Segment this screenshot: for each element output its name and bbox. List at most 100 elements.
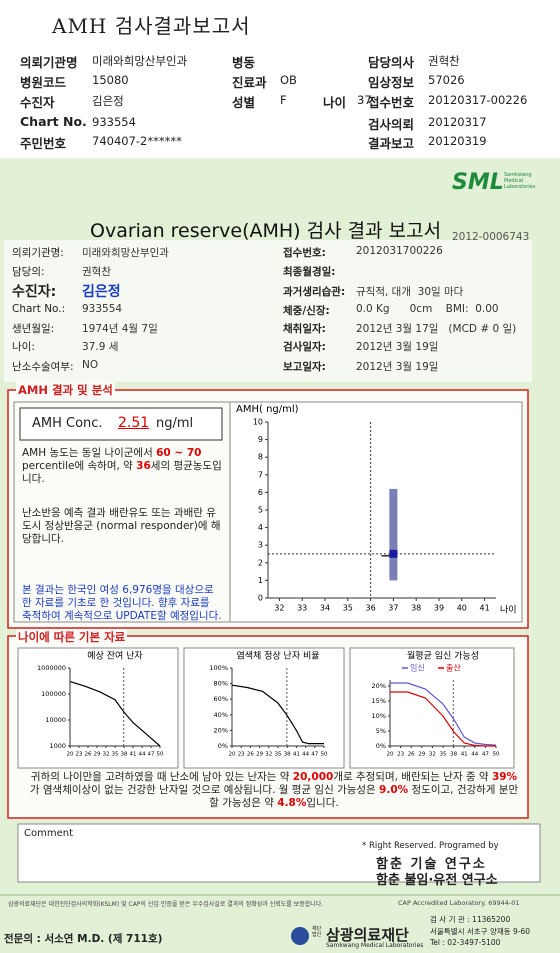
text-part: 9.0%	[379, 784, 409, 796]
text-part: AMH 농도는 동일 나이군에서	[22, 447, 157, 459]
x-tick-label: 23	[397, 752, 404, 758]
y-tick-label: 10000	[45, 716, 66, 724]
y-tick-label: 0	[258, 594, 263, 603]
comment-box	[17, 823, 541, 883]
patient-value: 2012년 3월 17일 (MCD # 0 일)	[356, 323, 517, 335]
x-tick-label: 38	[121, 752, 128, 758]
field-label: 접수번호	[368, 95, 415, 110]
foundation-prefix: 재단법인	[312, 926, 322, 938]
age-chart-box	[349, 647, 515, 769]
header-title: AMH 검사결과보고서	[52, 14, 251, 38]
foundation-en: Samkwang Medical Laboratories	[326, 942, 424, 949]
address: 서울특별시 서초구 양재동 9-60	[430, 927, 531, 936]
field-value: 740407-2******	[92, 134, 182, 148]
field-label: 진료과	[232, 75, 267, 90]
x-tick-label: 20	[387, 752, 394, 758]
field-label: 담당의사	[368, 55, 415, 70]
field-value: 20120317-00226	[428, 93, 528, 107]
x-tick-label: 35	[440, 752, 447, 758]
text-part: 개로 추정되며, 배란되는 난자 중 약	[333, 771, 492, 783]
x-tick-label: 38	[411, 604, 421, 613]
y-axis-label: AMH( ng/ml)	[236, 404, 299, 415]
lab-name: 함춘 기술 연구소	[376, 857, 487, 872]
text-part: 20,000	[292, 771, 334, 783]
y-tick-label: 9	[258, 435, 263, 444]
age-chart-box	[183, 647, 345, 769]
comment-label: Comment	[24, 828, 73, 839]
x-tick-label: 32	[429, 752, 436, 758]
patient-label: Chart No.:	[12, 303, 66, 315]
lab-name: 함춘 불임·유전 연구소	[376, 873, 498, 888]
y-tick-label: 10%	[372, 712, 386, 720]
chart-title: 예상 잔여 난자	[87, 650, 143, 662]
patient-label: 과거생리습관:	[283, 286, 346, 298]
x-tick-label: 32	[274, 604, 284, 613]
y-tick-label: 40%	[214, 711, 228, 719]
text-part: 세의 평균농도입니다.	[22, 460, 222, 485]
text-part: 4.8%	[277, 797, 307, 809]
report-number: 2012-0006743	[452, 231, 530, 243]
patient-area	[4, 240, 532, 382]
series-line	[69, 681, 161, 747]
y-tick-label: 1000000	[37, 664, 66, 672]
y-tick-label: 7	[258, 470, 263, 479]
chart-title: 염색체 정상 난자 비율	[236, 651, 319, 662]
patient-value: 미래와희망산부인과	[82, 247, 169, 259]
amh-text2: 난소반응 예측 결과 배란유도 또는 과배란 유도시 정상반응군 (normal…	[22, 507, 221, 545]
amh-text3: 본 결과는 한국인 여성 6,976명을 대상으로 한 자료를 기초로 한 것입…	[22, 584, 222, 622]
logo-sub: Samkwang Medical Laboratories	[504, 172, 536, 190]
report-title: Ovarian reserve(AMH) 검사 결과 보고서	[90, 220, 442, 242]
x-tick-label: 38	[450, 752, 457, 758]
x-tick-label: 23	[238, 752, 245, 758]
y-tick-label: 4	[258, 523, 263, 532]
foundation-name: 삼광의료재단	[326, 926, 409, 944]
value-marker	[389, 549, 398, 558]
conc-value: 2.51	[118, 415, 150, 431]
x-tick-label: 26	[85, 752, 92, 758]
x-tick-label: 29	[256, 752, 263, 758]
patient-label: 보고일자:	[283, 361, 326, 373]
range-bar	[389, 488, 398, 581]
section-title: 나이에 따른 기본 자료	[16, 629, 128, 645]
amh-chart-box	[229, 401, 523, 623]
patient-label: 접수번호:	[283, 247, 326, 259]
patient-label: 나이:	[12, 341, 35, 353]
patient-value: 37.9 세	[82, 341, 119, 353]
series-line	[390, 682, 497, 746]
doctor: 전문의 : 서소연 M.D. (제 711호)	[4, 933, 163, 945]
x-tick-label: 34	[320, 604, 330, 613]
field-label: 결과보고	[368, 136, 415, 151]
x-tick-label: 33	[297, 604, 307, 613]
y-tick-label: 5%	[376, 727, 386, 735]
field-value: 37	[357, 93, 372, 107]
field-value: OB	[280, 73, 297, 87]
x-tick-label: 41	[480, 604, 490, 613]
x-axis-label: 나이	[500, 605, 517, 616]
x-tick-label: 29	[94, 752, 101, 758]
patient-value: 김은정	[82, 284, 121, 300]
series-line	[390, 691, 496, 747]
text-part: percentile에 속하며, 약	[22, 460, 137, 472]
x-tick-label: 35	[343, 604, 353, 613]
patient-label: 생년월일:	[12, 323, 55, 335]
legend-label: 임신	[410, 664, 425, 673]
text-part: 60 ~ 70	[156, 447, 202, 459]
patient-value: 0.0 Kg 0cm BMI: 0.00	[356, 303, 499, 315]
x-tick-label: 41	[293, 752, 300, 758]
x-tick-label: 38	[284, 752, 291, 758]
x-tick-label: 41	[130, 752, 137, 758]
field-label: 나이	[323, 95, 347, 110]
text-part: 입니다.	[306, 797, 339, 809]
x-tick-label: 20	[67, 752, 74, 758]
x-tick-label: 50	[493, 752, 500, 758]
x-tick-label: 41	[461, 752, 468, 758]
y-tick-label: 1	[258, 576, 263, 585]
x-tick-label: 26	[247, 752, 254, 758]
y-tick-label: 15%	[372, 697, 386, 705]
chart-title: 월평균 임신 가능성	[407, 650, 479, 662]
y-tick-label: 2	[258, 558, 263, 567]
x-tick-label: 20	[229, 752, 236, 758]
x-tick-label: 35	[275, 752, 282, 758]
amh-text: AMH 농도는 동일 나이군에서 60 ~ 70 percentile에 속하며…	[22, 447, 222, 486]
